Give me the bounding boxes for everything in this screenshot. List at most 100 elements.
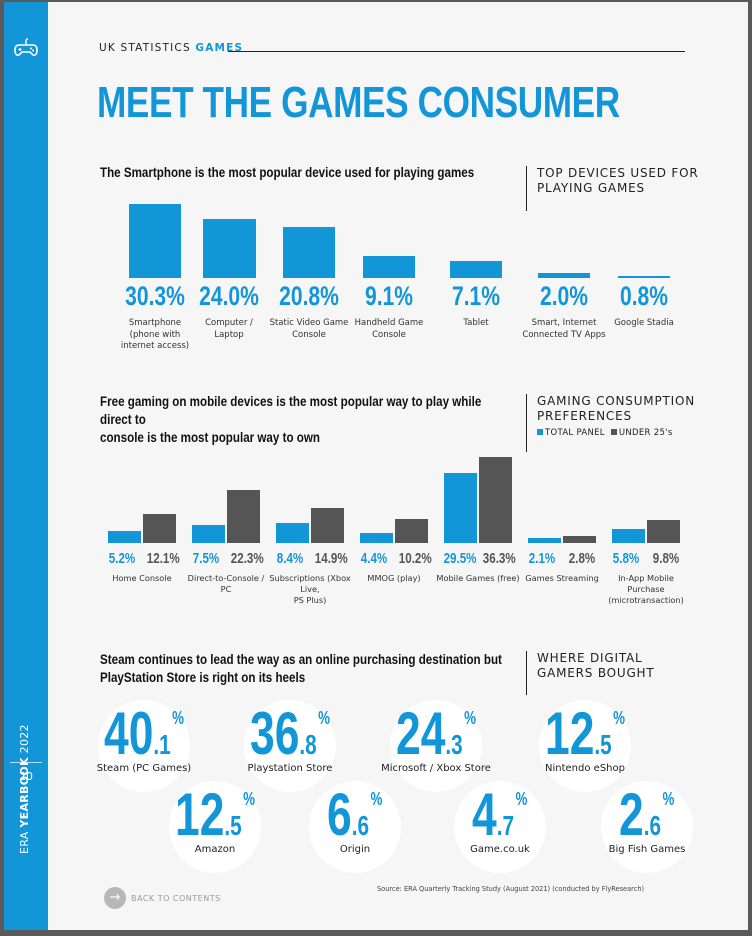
consumption-value-total: 2.1% <box>528 551 556 567</box>
store-percentage: 40.1% <box>103 700 184 767</box>
store-label: Origin <box>339 844 371 855</box>
store-circle <box>309 781 401 873</box>
store-label: Amazon <box>194 844 236 855</box>
consumption-bar-total <box>108 530 141 543</box>
consumption-label: MMOG (play) <box>367 573 421 583</box>
consumption-value-under25: 22.3% <box>230 551 264 567</box>
devices-side-title: TOP DEVICES USED FOR PLAYING GAMES <box>526 166 699 211</box>
consumption-label: Home Console <box>112 573 172 583</box>
device-bar <box>202 219 256 278</box>
consumption-bar-under25 <box>395 518 428 543</box>
back-to-contents-label: BACK TO CONTENTS <box>131 893 221 903</box>
header-rule <box>228 51 685 52</box>
device-label: Computer / Laptop <box>205 318 253 340</box>
arrow-right-icon: → <box>104 887 126 909</box>
store-circle <box>98 700 190 792</box>
consumption-value-total: 7.5% <box>192 551 220 567</box>
store-label: Nintendo eShop <box>545 763 625 774</box>
store-circle <box>390 700 482 792</box>
device-label: Handheld Game Console <box>354 318 424 340</box>
page-number: 20 <box>19 770 33 783</box>
store-percentage: 12.5% <box>544 700 625 767</box>
device-label: Static Video Game Console <box>269 318 349 340</box>
store-percentage: 4.7% <box>472 781 528 848</box>
consumption-bar-under25 <box>647 519 680 543</box>
store-percentage: 36.8% <box>249 700 330 767</box>
device-label: Google Stadia <box>614 318 674 328</box>
consumption-value-under25: 9.8% <box>652 551 680 567</box>
device-label: Smart, Internet Connected TV Apps <box>522 318 606 340</box>
consumption-value-under25: 14.9% <box>314 551 348 567</box>
consumption-bar-total <box>360 532 393 543</box>
consumption-legend: TOTAL PANEL UNDER 25's <box>537 428 695 438</box>
sidebar-divider <box>10 762 42 763</box>
consumption-label: Subscriptions (Xbox Live, PS Plus) <box>269 573 351 605</box>
consumption-label: Direct-to-Console / PC <box>187 573 265 594</box>
consumption-value-total: 4.4% <box>360 551 388 567</box>
consumption-bar-under25 <box>143 514 176 543</box>
legend-total-swatch <box>537 429 543 435</box>
store-percentage: 24.3% <box>395 700 476 767</box>
consumption-bar-under25 <box>479 457 512 543</box>
stores-heading: Steam continues to lead the way as an on… <box>100 652 502 685</box>
store-label: Playstation Store <box>247 763 333 774</box>
legend-under25-swatch <box>610 429 617 435</box>
page-title: MEET THE GAMES CONSUMER <box>97 78 620 127</box>
device-value: 0.8% <box>619 281 668 311</box>
device-bar <box>363 255 415 278</box>
device-value: 7.1% <box>451 281 500 311</box>
consumption-value-under25: 10.2% <box>398 551 432 567</box>
consumption-bar-under25 <box>227 490 260 543</box>
consumption-label: In-App Mobile Purchase (microtransaction) <box>608 573 684 605</box>
consumption-bar-under25 <box>563 536 596 543</box>
store-circle <box>601 781 693 873</box>
device-value: 24.0% <box>199 281 259 311</box>
consumption-value-total: 8.4% <box>276 551 304 567</box>
device-label: Tablet <box>463 318 489 328</box>
device-bar <box>450 260 502 278</box>
device-bar <box>618 276 670 278</box>
device-bar <box>283 227 335 278</box>
store-percentage: 2.6% <box>619 781 675 848</box>
consumption-bar-under25 <box>311 507 344 543</box>
consumption-value-under25: 12.1% <box>146 551 180 567</box>
sidebar: ERA YEARBOOK 2022 20 <box>4 2 48 930</box>
store-circle <box>244 700 336 792</box>
store-circle <box>539 700 631 792</box>
device-value: 2.0% <box>539 281 588 311</box>
stores-side-title: WHERE DIGITAL GAMERS BOUGHT <box>526 651 655 695</box>
yearbook-label: ERA YEARBOOK 2022 <box>18 724 31 854</box>
game-controller-icon <box>14 38 38 56</box>
consumption-value-total: 29.5% <box>443 551 477 567</box>
store-label: Microsoft / Xbox Store <box>381 763 491 774</box>
device-value: 9.1% <box>364 281 413 311</box>
consumption-bar-total <box>528 538 561 543</box>
back-to-contents-button[interactable]: → BACK TO CONTENTS <box>104 887 221 909</box>
consumption-label: Games Streaming <box>525 573 599 583</box>
store-percentage: 6.6% <box>327 781 383 848</box>
device-value: 30.3% <box>125 281 185 311</box>
store-label: Big Fish Games <box>608 844 686 855</box>
consumption-value-total: 5.2% <box>108 551 136 567</box>
store-percentage: 12.5% <box>174 781 255 848</box>
page: ERA YEARBOOK 2022 20 UK STATISTICS GAMES… <box>4 2 748 930</box>
consumption-heading: Free gaming on mobile devices is the mos… <box>100 394 482 445</box>
consumption-bar-total <box>192 525 225 543</box>
consumption-value-under25: 36.3% <box>482 551 516 567</box>
consumption-side-title: GAMING CONSUMPTION PREFERENCES TOTAL PAN… <box>526 394 695 452</box>
consumption-bar-total <box>276 523 309 543</box>
consumption-value-under25: 2.8% <box>568 551 596 567</box>
consumption-value-total: 5.8% <box>612 551 640 567</box>
legend-total-label: TOTAL PANEL <box>545 428 605 438</box>
consumption-label: Mobile Games (free) <box>436 573 520 583</box>
devices-heading: The Smartphone is the most popular devic… <box>100 165 475 180</box>
device-value: 20.8% <box>279 281 339 311</box>
consumption-bar-total <box>444 473 477 543</box>
store-circle <box>454 781 546 873</box>
header-label: UK STATISTICS GAMES <box>99 42 244 54</box>
device-label: Smartphone (phone with internet access) <box>120 318 190 351</box>
store-label: Steam (PC Games) <box>96 763 192 774</box>
legend-under25-label: UNDER 25's <box>618 428 673 438</box>
device-bar <box>538 273 590 278</box>
device-bar <box>129 204 181 278</box>
